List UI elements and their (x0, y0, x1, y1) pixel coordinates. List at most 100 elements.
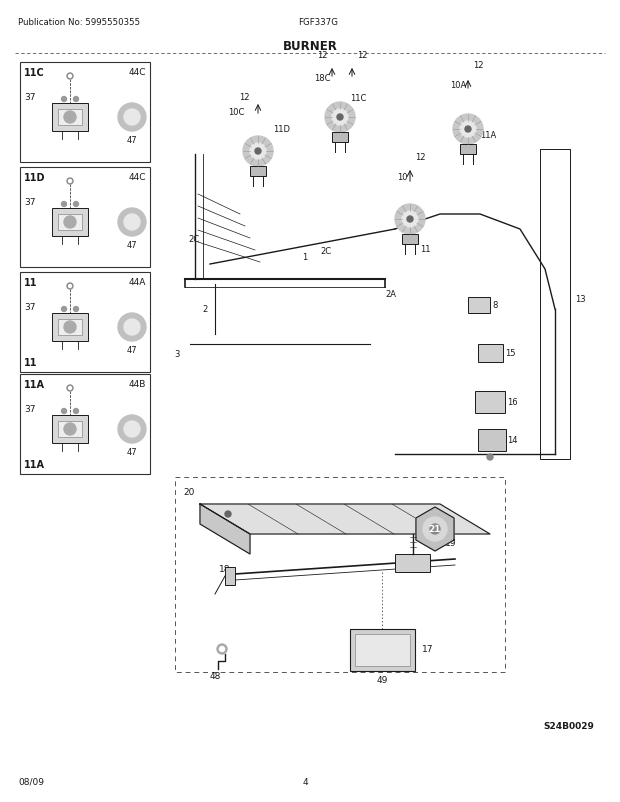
Text: 37: 37 (24, 198, 35, 207)
Text: 15: 15 (505, 349, 515, 358)
Text: 11: 11 (420, 245, 430, 253)
Circle shape (74, 202, 79, 207)
Polygon shape (200, 504, 250, 554)
Bar (355, 634, 410, 666)
Text: 4: 4 (302, 777, 308, 786)
Text: 47: 47 (126, 346, 137, 354)
Text: 44B: 44B (128, 379, 146, 388)
Circle shape (68, 75, 71, 79)
Text: 08/09: 08/09 (18, 777, 44, 786)
Bar (475, 391, 505, 414)
Circle shape (74, 97, 79, 103)
Text: 11: 11 (24, 358, 37, 367)
Text: 11A: 11A (480, 131, 496, 140)
Text: 49: 49 (376, 675, 388, 684)
Circle shape (118, 314, 146, 342)
Bar (468, 298, 490, 314)
Text: 44C: 44C (128, 68, 146, 77)
Text: 47: 47 (126, 448, 137, 456)
Bar (478, 429, 506, 452)
Circle shape (124, 422, 140, 437)
Text: 2: 2 (203, 305, 208, 314)
Text: 44A: 44A (128, 277, 146, 286)
Circle shape (255, 149, 261, 155)
Circle shape (67, 284, 73, 290)
Circle shape (67, 386, 73, 391)
Circle shape (243, 137, 273, 167)
Text: 37: 37 (24, 404, 35, 414)
Circle shape (465, 127, 471, 133)
Circle shape (460, 122, 476, 138)
Text: 2C: 2C (189, 235, 200, 244)
Bar (20, 273, 150, 373)
Bar (225, 567, 235, 585)
Circle shape (217, 644, 227, 654)
Text: 11D: 11D (24, 172, 45, 183)
Circle shape (337, 115, 343, 121)
Text: 12: 12 (239, 92, 250, 101)
Circle shape (332, 110, 348, 126)
Bar (58, 110, 82, 126)
Text: 10C: 10C (228, 107, 244, 117)
Circle shape (64, 111, 76, 124)
Bar (52, 415, 88, 444)
Bar (402, 235, 418, 245)
Bar (395, 554, 430, 573)
Text: 3: 3 (175, 350, 180, 359)
Text: 11: 11 (24, 277, 37, 288)
Text: 2A: 2A (385, 290, 396, 299)
Text: 13: 13 (575, 295, 586, 304)
Circle shape (124, 320, 140, 335)
Circle shape (74, 409, 79, 414)
Text: 37: 37 (24, 302, 35, 312)
Text: 2C: 2C (320, 247, 331, 256)
Circle shape (61, 97, 66, 103)
Bar (478, 345, 503, 363)
Circle shape (407, 217, 413, 223)
Text: 47: 47 (126, 241, 137, 249)
Text: 19: 19 (445, 538, 456, 547)
Bar (350, 630, 415, 671)
Circle shape (64, 423, 76, 435)
Text: FGF337G: FGF337G (298, 18, 338, 27)
Circle shape (64, 322, 76, 334)
Bar (52, 209, 88, 237)
Text: 14: 14 (507, 436, 518, 445)
Text: 21: 21 (429, 525, 441, 534)
Text: 11A: 11A (24, 460, 45, 469)
Circle shape (124, 215, 140, 231)
Text: 12: 12 (356, 51, 367, 60)
Text: 16: 16 (507, 398, 518, 407)
Bar (20, 375, 150, 475)
Text: BURNER: BURNER (283, 40, 337, 53)
Text: 10: 10 (397, 172, 407, 182)
Text: 12: 12 (473, 61, 484, 70)
Text: 48: 48 (210, 671, 221, 680)
Bar (332, 133, 348, 143)
Text: 11D: 11D (273, 125, 290, 134)
Circle shape (118, 209, 146, 237)
Bar (175, 477, 505, 672)
Bar (20, 63, 150, 163)
Bar (52, 314, 88, 342)
Circle shape (74, 307, 79, 312)
Bar (250, 167, 266, 176)
Circle shape (68, 387, 71, 390)
Circle shape (68, 286, 71, 288)
Circle shape (118, 104, 146, 132)
Text: 20: 20 (184, 488, 195, 496)
Circle shape (225, 512, 231, 517)
Circle shape (430, 525, 440, 534)
Text: 44C: 44C (128, 172, 146, 182)
Text: 18: 18 (218, 565, 230, 573)
Circle shape (61, 409, 66, 414)
Circle shape (402, 212, 418, 228)
Bar (20, 168, 150, 268)
Bar (58, 422, 82, 437)
Circle shape (453, 115, 483, 145)
Circle shape (423, 517, 447, 541)
Text: 11C: 11C (350, 94, 366, 103)
Text: 17: 17 (422, 645, 433, 654)
Circle shape (219, 646, 224, 652)
Circle shape (67, 74, 73, 80)
